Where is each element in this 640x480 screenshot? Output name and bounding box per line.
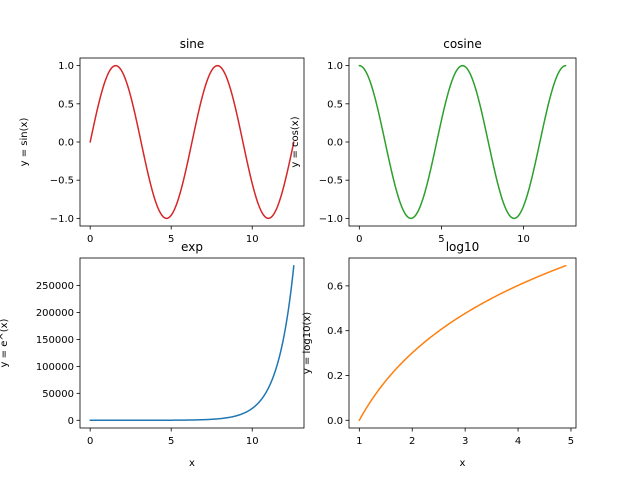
x-tick-label: 0 — [87, 436, 93, 447]
y-tick-label: 0.6 — [327, 281, 343, 292]
series-line — [358, 264, 567, 422]
x-ticks: 0 5 10 — [87, 226, 259, 245]
y-tick-label: 200000 — [36, 308, 74, 319]
x-tick-label: 5 — [168, 234, 174, 245]
y-tick-label: 1.0 — [327, 61, 343, 72]
axes-frame — [348, 57, 577, 227]
y-ticks: −1.0 −0.5 0.0 0.5 1.0 — [50, 61, 80, 225]
y-axis-label: y = cos(x) — [290, 116, 301, 167]
y-tick-label: 150000 — [36, 335, 74, 346]
x-ticks: 1 2 3 4 5 — [356, 428, 574, 447]
y-tick-label: −0.5 — [319, 176, 343, 187]
x-axis-label: x — [189, 458, 195, 469]
x-tick-label: 2 — [409, 436, 415, 447]
y-axis-label: y = sin(x) — [19, 118, 30, 167]
y-tick-label: 0.4 — [327, 326, 343, 337]
x-ticks: 0 5 10 — [356, 226, 530, 245]
y-tick-label: 250000 — [36, 281, 74, 292]
x-tick-label: 0 — [356, 234, 362, 245]
y-tick-label: −1.0 — [50, 214, 74, 225]
subplot-cosine: 0 5 10 −1.0 −0.5 0.0 0.5 1.0 cosine y = cos(x) — [290, 37, 577, 245]
x-tick-label: 3 — [462, 436, 468, 447]
subplot-log10: 1 2 3 4 5 0.0 0.2 0.4 0.6 log10 x y = log10(x) — [302, 240, 577, 469]
x-tick-label: 4 — [515, 436, 521, 447]
chart-title: log10 — [446, 240, 480, 254]
x-tick-label: 5 — [438, 234, 444, 245]
y-axis-label: y = log10(x) — [302, 312, 313, 374]
axes-frame — [79, 257, 305, 429]
y-tick-label: 50000 — [42, 389, 74, 400]
y-tick-label: 0.0 — [327, 138, 343, 149]
x-tick-label: 10 — [246, 436, 259, 447]
chart-title: cosine — [443, 37, 482, 51]
subplot-sine: 0 5 10 −1.0 −0.5 0.0 0.5 1.0 sine y = sin(x) — [19, 37, 305, 245]
x-tick-label: 5 — [168, 436, 174, 447]
y-tick-label: −0.5 — [50, 176, 74, 187]
x-tick-label: 1 — [356, 436, 362, 447]
x-tick-label: 5 — [568, 436, 574, 447]
series-line — [89, 265, 295, 422]
chart-title: sine — [180, 37, 205, 51]
axes-frame — [79, 57, 305, 227]
y-tick-label: 0.5 — [58, 99, 74, 110]
x-tick-label: 10 — [517, 234, 530, 245]
y-tick-label: 0.2 — [327, 371, 343, 382]
series-line — [89, 64, 295, 220]
y-tick-label: 0 — [68, 416, 74, 427]
y-axis-label: y = e^(x) — [0, 318, 10, 367]
y-tick-label: 100000 — [36, 362, 74, 373]
y-ticks: 0 50000 100000 150000 200000 250000 — [36, 281, 80, 427]
y-tick-label: 0.0 — [327, 416, 343, 427]
y-ticks: −1.0 −0.5 0.0 0.5 1.0 — [319, 61, 349, 225]
x-tick-label: 0 — [87, 234, 93, 245]
y-tick-label: 1.0 — [58, 61, 74, 72]
axes-frame — [348, 257, 577, 429]
x-axis-label: x — [460, 458, 466, 469]
chart-title: exp — [181, 240, 203, 254]
y-tick-label: −1.0 — [319, 214, 343, 225]
y-tick-label: 0.5 — [327, 99, 343, 110]
x-ticks: 0 5 10 — [87, 428, 259, 447]
x-tick-label: 10 — [246, 234, 259, 245]
series-line — [358, 64, 567, 220]
y-ticks: 0.0 0.2 0.4 0.6 — [327, 281, 349, 427]
y-tick-label: 0.0 — [58, 138, 74, 149]
